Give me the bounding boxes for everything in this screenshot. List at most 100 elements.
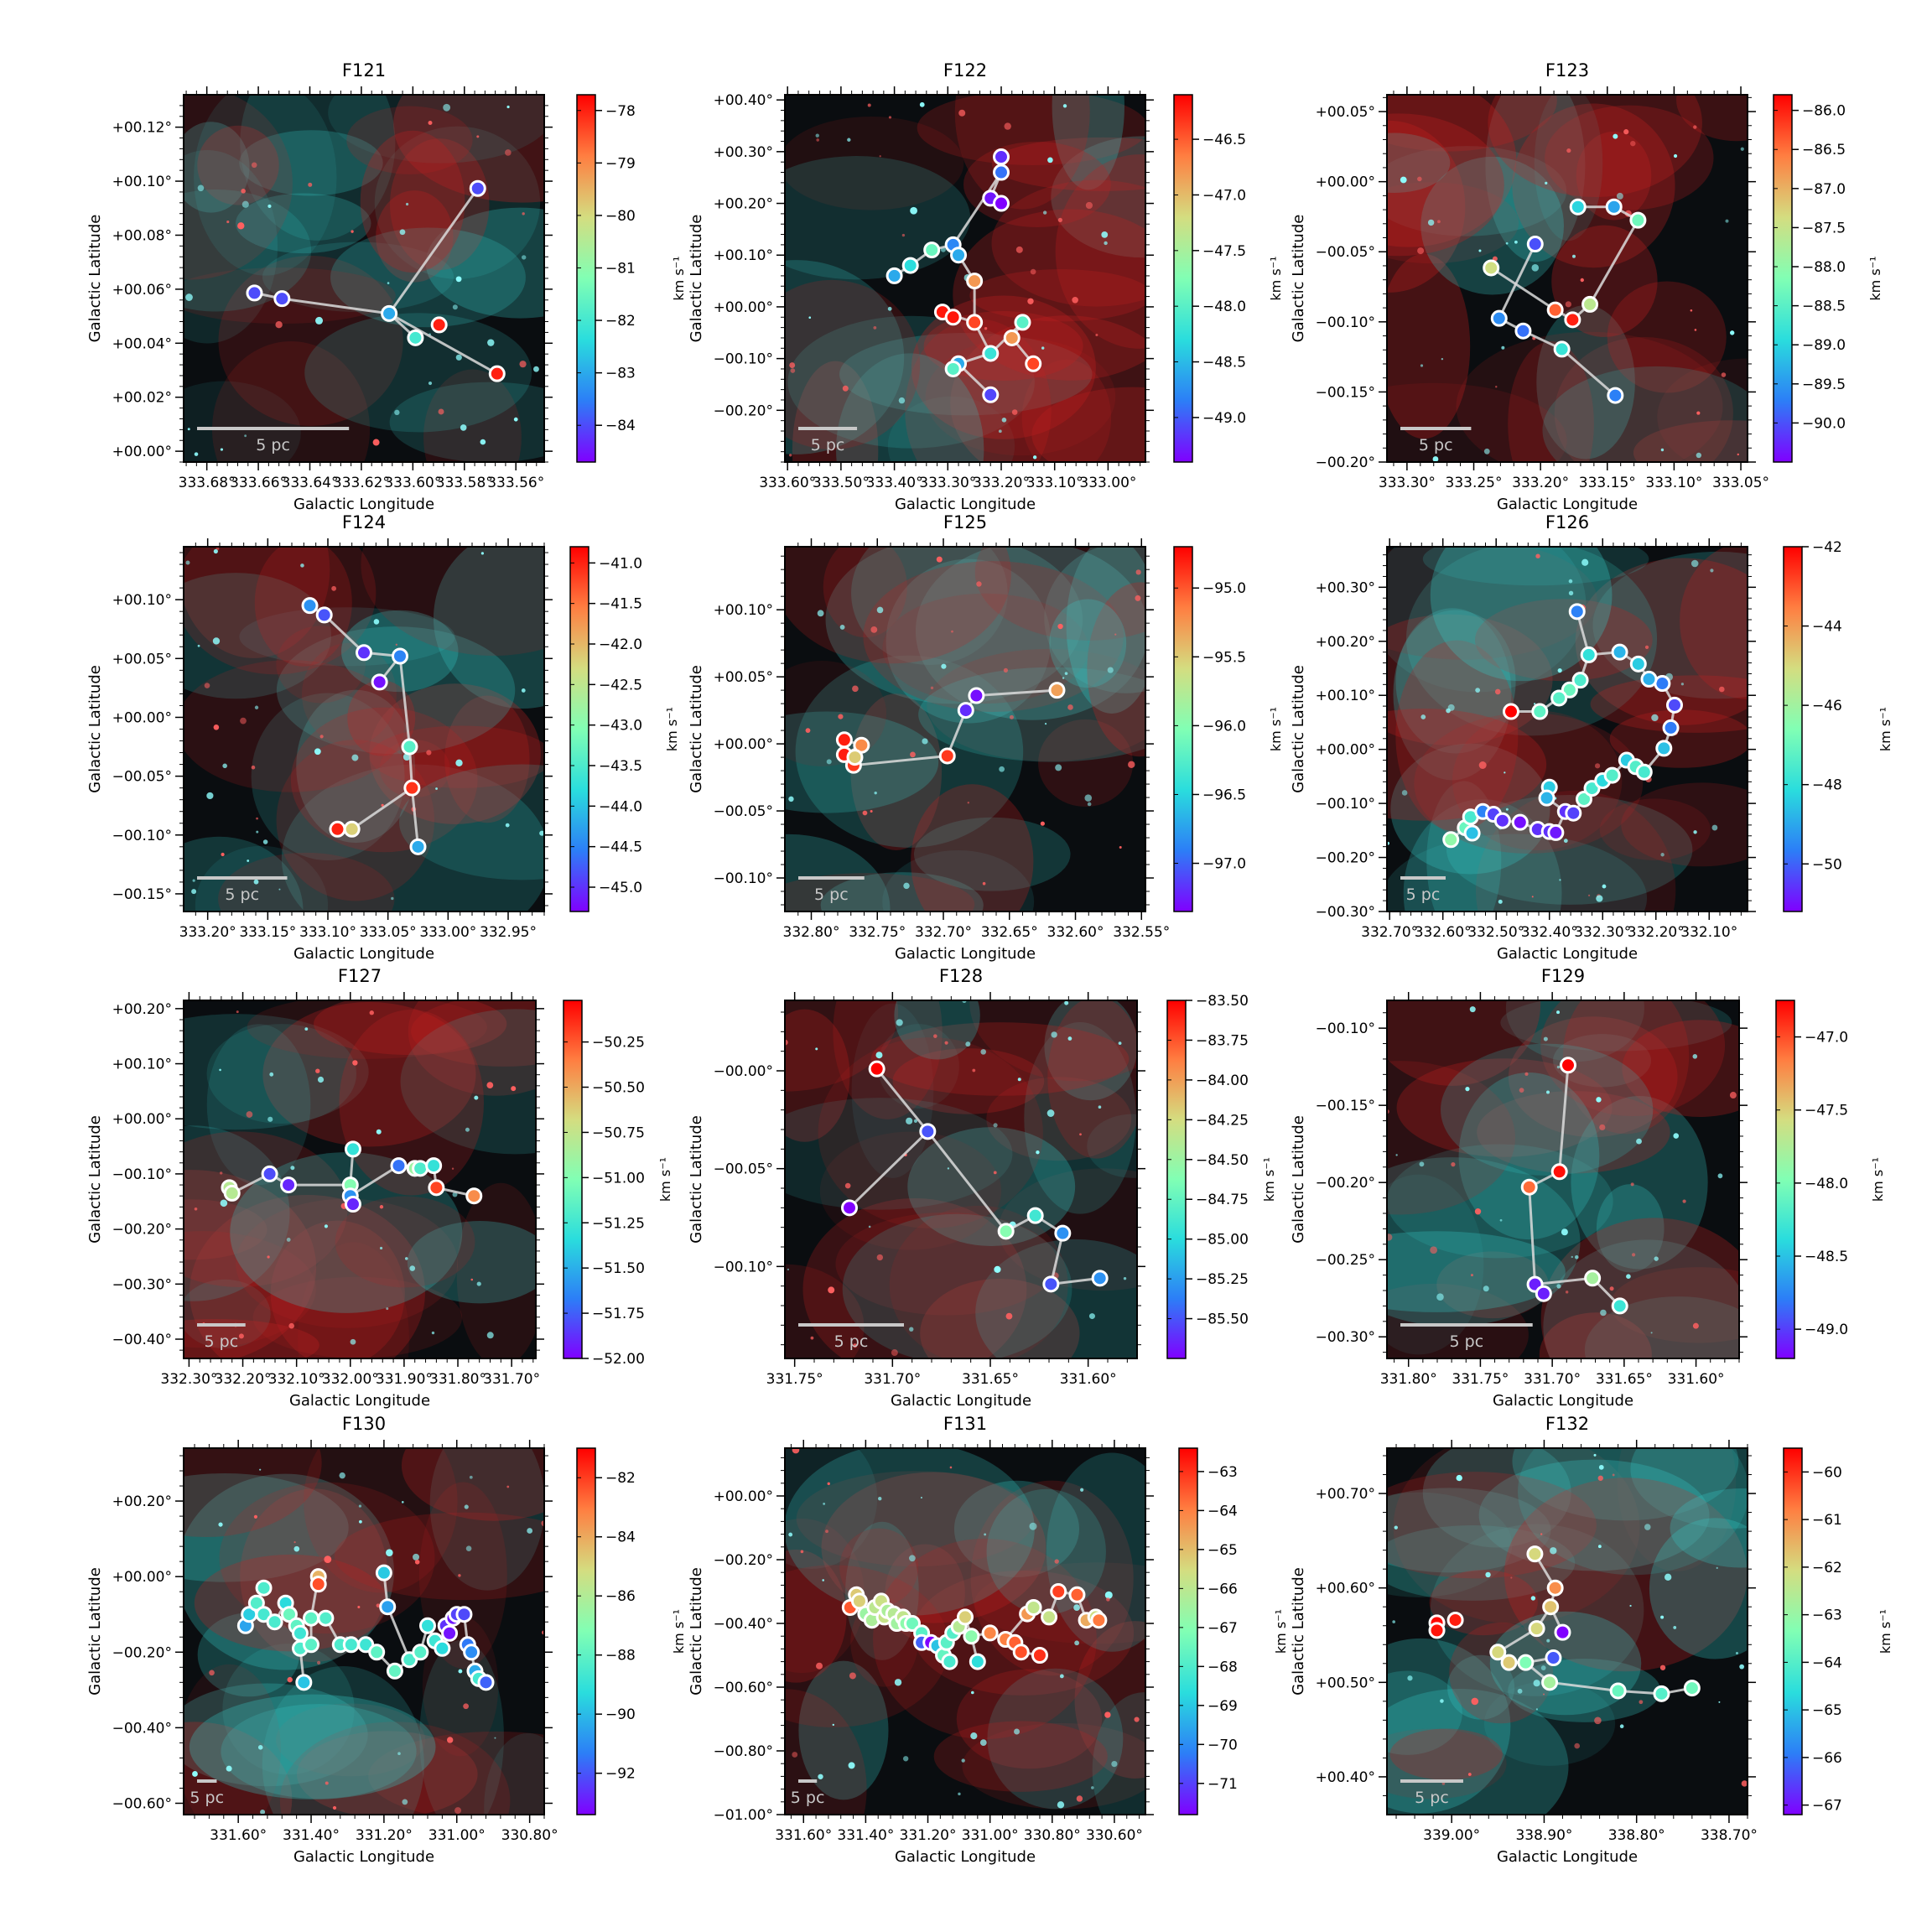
node bbox=[303, 1636, 320, 1654]
colorbar-tick-label: −48.5 bbox=[1202, 355, 1246, 371]
edge bbox=[1498, 243, 1537, 319]
edge bbox=[853, 754, 948, 767]
y-tick-label: −00.30° bbox=[112, 1276, 172, 1293]
node bbox=[1653, 1685, 1670, 1702]
colorbar-tick-label: −82 bbox=[605, 1470, 636, 1487]
node bbox=[1576, 790, 1593, 808]
node bbox=[993, 195, 1010, 212]
x-tick-label: 330.60° bbox=[1086, 1827, 1143, 1844]
colorbar-label: km s⁻¹ bbox=[671, 256, 687, 300]
colorbar-tick-label: −45.0 bbox=[599, 880, 642, 896]
y-tick-label: −00.25° bbox=[1316, 1252, 1375, 1269]
y-tick-label: −00.20° bbox=[112, 1644, 172, 1661]
x-tick-label: 338.70° bbox=[1701, 1827, 1758, 1844]
edge bbox=[388, 312, 498, 375]
y-tick-label: +00.02° bbox=[112, 390, 172, 407]
colorbar-tick-label: −65 bbox=[1812, 1702, 1842, 1719]
y-tick-label: −00.60° bbox=[714, 1680, 773, 1696]
y-tick-label: +00.00° bbox=[112, 709, 172, 726]
x-tick-label: 331.00° bbox=[962, 1827, 1019, 1844]
panel-f131: 5 pc 331.60° 331.40° 331.20° 331.00° 330.80° 3… bbox=[688, 1414, 1289, 1866]
node bbox=[1050, 1583, 1067, 1600]
ticks bbox=[776, 538, 1154, 920]
node bbox=[1520, 1178, 1538, 1196]
node bbox=[1090, 1612, 1108, 1629]
node bbox=[982, 345, 1000, 362]
node bbox=[1571, 672, 1589, 689]
colorbar-tick-label: −85.25 bbox=[1196, 1271, 1249, 1288]
y-axis-label: Galactic Latitude bbox=[1290, 665, 1307, 793]
node bbox=[981, 1624, 999, 1642]
x-axis-label: Galactic Longitude bbox=[293, 945, 434, 963]
node bbox=[993, 164, 1010, 181]
x-tick-label: 332.00° bbox=[322, 1371, 379, 1388]
node bbox=[1635, 763, 1653, 781]
x-tick-label: 331.80° bbox=[429, 1371, 486, 1388]
node bbox=[1531, 703, 1549, 720]
y-tick-label: −00.20° bbox=[714, 1552, 773, 1569]
node bbox=[966, 314, 984, 331]
node bbox=[1048, 682, 1066, 699]
colorbar-tick-label: −48 bbox=[1812, 777, 1842, 794]
y-tick-label: −00.05° bbox=[1316, 244, 1375, 261]
colorbar: −60 −61 −62 −63 −64 −65 −66 −67 km s⁻¹ bbox=[1783, 1447, 1893, 1815]
y-tick-label: −00.30° bbox=[1316, 904, 1375, 921]
x-tick-label: 333.20° bbox=[973, 475, 1030, 491]
node bbox=[886, 267, 903, 284]
colorbar-tick-label: −62 bbox=[1812, 1560, 1842, 1576]
colorbar-tick-label: −48.5 bbox=[1805, 1249, 1848, 1265]
y-tick-label: −00.15° bbox=[1316, 1098, 1375, 1114]
background-image bbox=[785, 547, 1145, 911]
edge bbox=[875, 1067, 929, 1133]
node bbox=[1442, 831, 1460, 849]
y-axis-label: Galactic Latitude bbox=[86, 1567, 104, 1696]
x-tick-label: 331.70° bbox=[864, 1371, 921, 1388]
background-image bbox=[785, 1448, 1145, 1815]
edge bbox=[1558, 1065, 1570, 1172]
y-tick-label: +00.00° bbox=[714, 1488, 773, 1505]
colorbar-tick-label: −70 bbox=[1208, 1737, 1238, 1753]
colorbar-tick-label: −86 bbox=[605, 1588, 636, 1605]
edge bbox=[1490, 267, 1556, 311]
x-tick-label: 331.40° bbox=[283, 1827, 340, 1844]
panel-title: F125 bbox=[943, 512, 987, 532]
colorbar-tick-label: −41.5 bbox=[599, 596, 642, 613]
y-axis-label: Galactic Latitude bbox=[1290, 1567, 1307, 1696]
y-axis-label: Galactic Latitude bbox=[688, 665, 705, 793]
colorbar-tick-label: −88.0 bbox=[1802, 259, 1846, 276]
filament-nodes bbox=[246, 179, 506, 382]
colorbar-label: km s⁻¹ bbox=[1867, 256, 1883, 300]
node bbox=[1025, 355, 1042, 372]
x-tick-label: 332.10° bbox=[268, 1371, 325, 1388]
y-tick-label: −00.10° bbox=[714, 351, 773, 368]
y-tick-label: +00.05° bbox=[1316, 104, 1375, 121]
node bbox=[1493, 812, 1511, 829]
y-tick-label: +00.20° bbox=[1316, 634, 1375, 651]
colorbar-tick-label: −95.5 bbox=[1202, 649, 1246, 666]
node bbox=[392, 647, 408, 665]
node bbox=[407, 329, 424, 346]
colorbar: −95.0 −95.5 −96.0 −96.5 −97.0 km s⁻¹ bbox=[1173, 546, 1284, 912]
colorbar-tick-label: −63 bbox=[1812, 1607, 1842, 1624]
x-tick-label: 331.60° bbox=[210, 1827, 267, 1844]
panel-f127: 5 pc332.30°332.20°332.10°332.00°331.90°3… bbox=[86, 966, 673, 1410]
colorbar-tick-label: −46 bbox=[1812, 698, 1842, 714]
x-tick-label: 332.10° bbox=[1680, 924, 1737, 941]
colorbar-label: km s⁻¹ bbox=[1273, 1609, 1289, 1654]
panel-f124: 5 pc 333.20° 333.15° 333.10° 333.05° 333.00° 3… bbox=[86, 512, 680, 963]
node bbox=[1526, 236, 1544, 253]
colorbar-label: km s⁻¹ bbox=[1268, 256, 1284, 300]
filament-nodes bbox=[236, 1564, 495, 1691]
node bbox=[368, 1644, 386, 1661]
node bbox=[1611, 1297, 1628, 1315]
scalebar-label: 5 pc bbox=[190, 1789, 224, 1807]
panel-title: F132 bbox=[1545, 1414, 1589, 1434]
node bbox=[1550, 1163, 1568, 1181]
x-tick-label: 331.60° bbox=[1668, 1371, 1725, 1388]
y-tick-label: +00.00° bbox=[1316, 174, 1375, 191]
background-image bbox=[184, 1000, 536, 1358]
axes-frame bbox=[784, 1000, 1138, 1359]
node bbox=[1584, 1270, 1602, 1287]
node bbox=[1538, 789, 1555, 807]
ticks bbox=[776, 86, 1154, 470]
